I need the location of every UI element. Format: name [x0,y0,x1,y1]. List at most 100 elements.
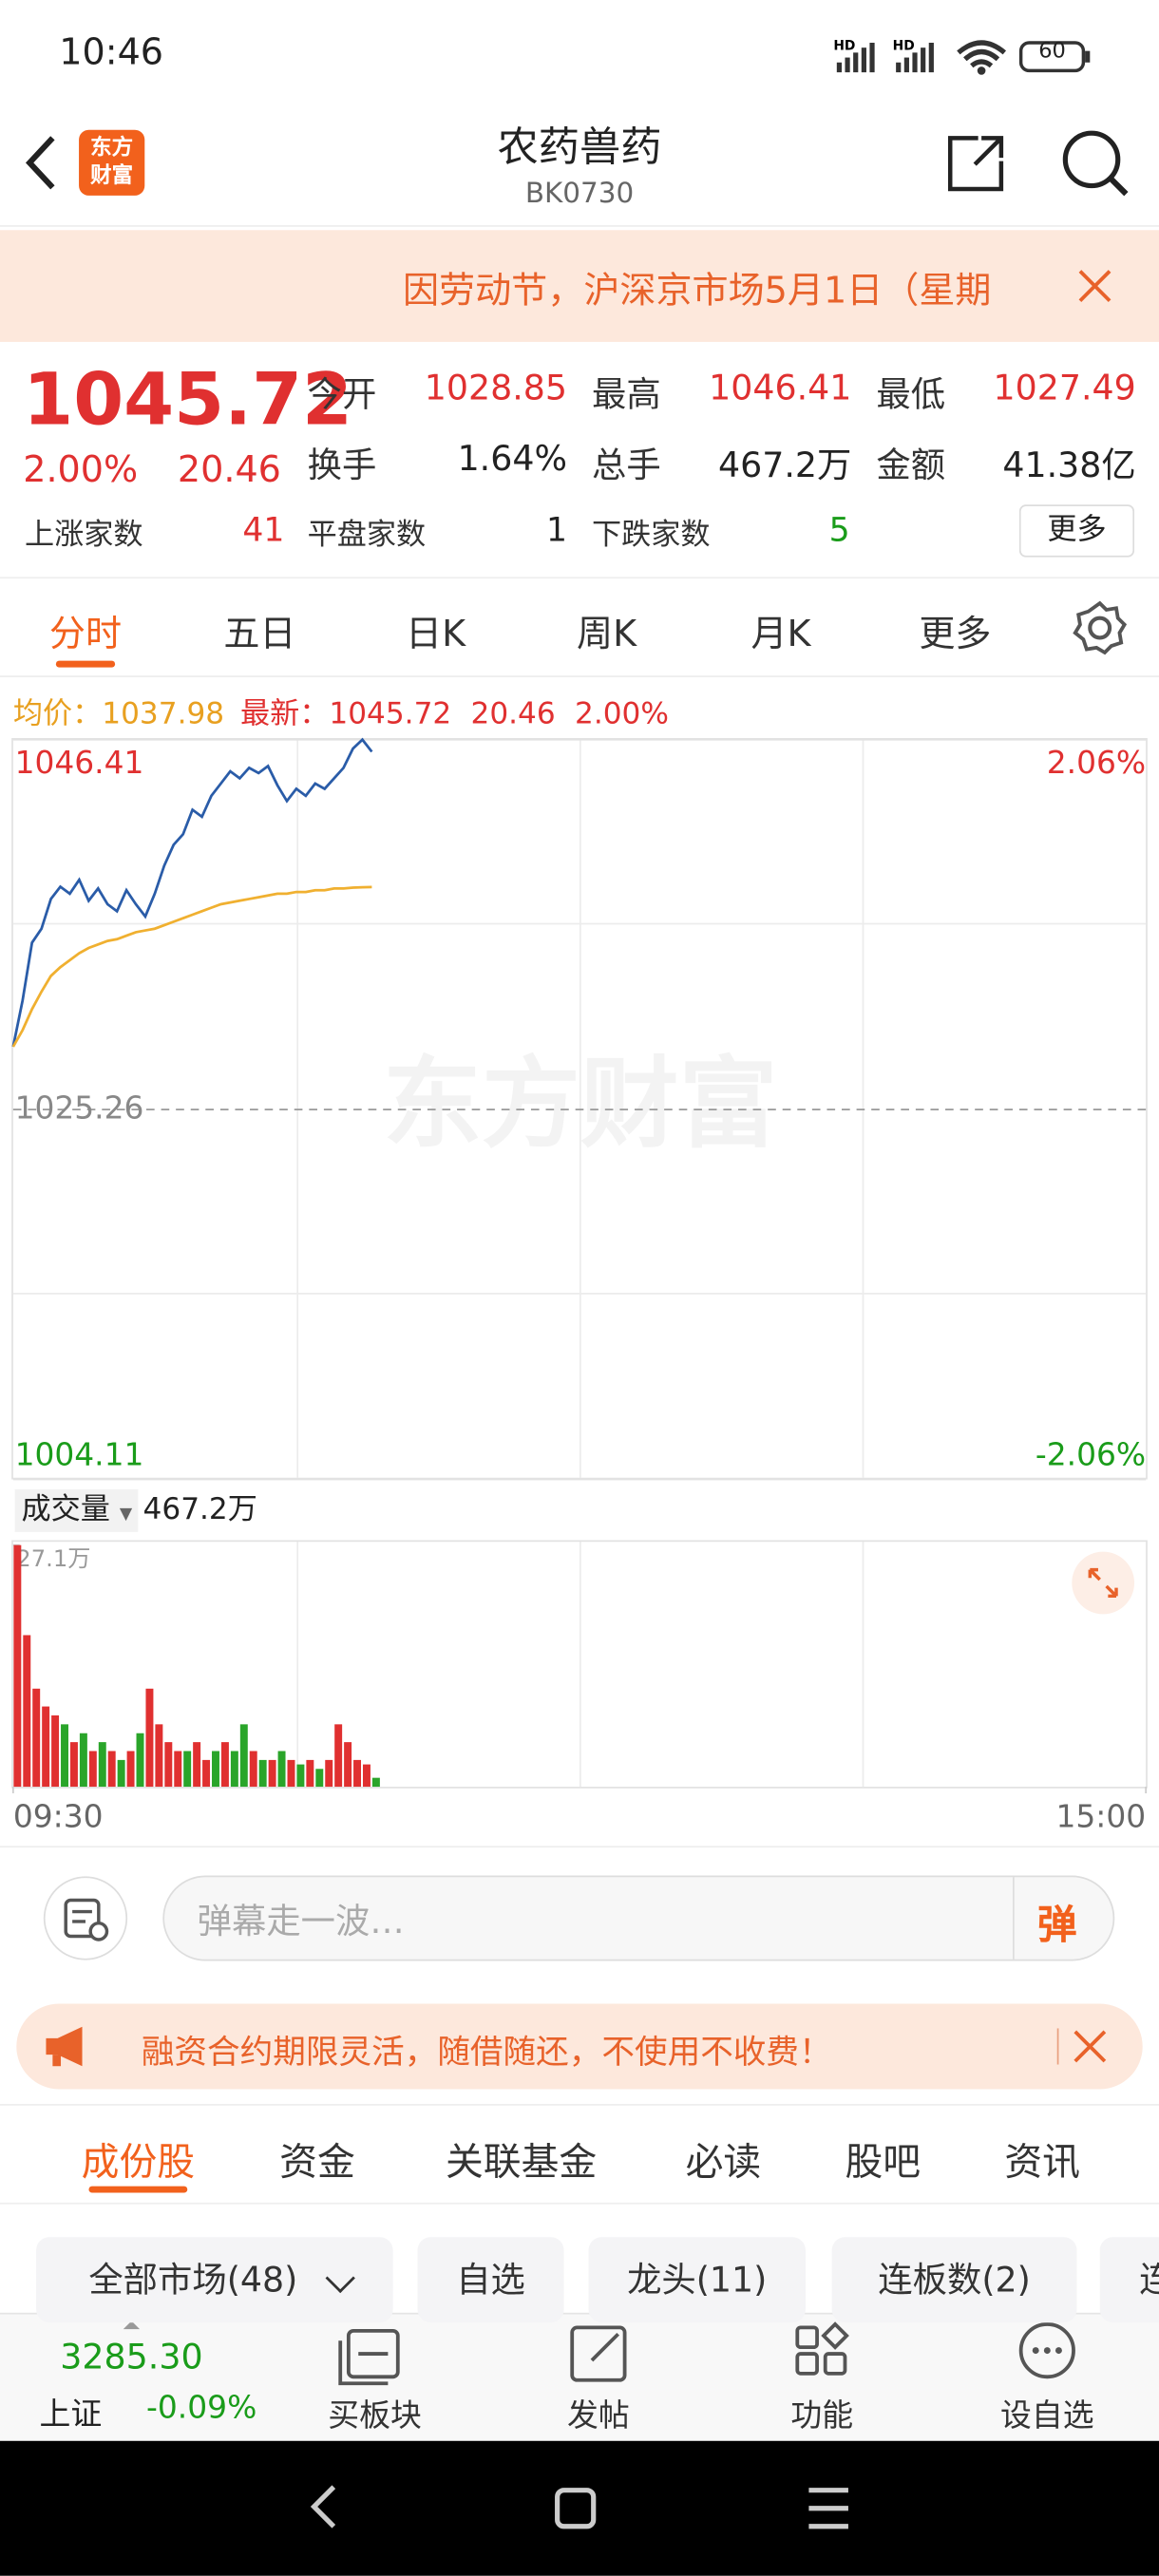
price-line [11,737,373,1048]
volume-bar [344,1742,352,1788]
y2-tick-label: 2.06% [1047,744,1146,781]
volume-bar [220,1742,229,1788]
breadth-label: 下跌家数 [591,518,711,553]
more-button[interactable]: 更多 [1018,504,1135,558]
breadth-label: 平盘家数 [307,518,427,553]
status-icons: HD HD [833,38,1091,75]
danmaku-send[interactable]: 弹 [1036,1902,1077,1948]
logo-line: 财富 [90,164,134,190]
nav-item[interactable]: 设自选 [999,2397,1094,2434]
chart-tab[interactable]: 分时 [48,615,123,656]
share-button[interactable] [945,131,1008,194]
y-tick-label: 1004.11 [15,1436,144,1473]
expand-button[interactable] [1071,1550,1136,1616]
y-tick-label: 27.1万 [16,1545,90,1572]
volume-bar [268,1759,276,1788]
app-logo: 东方 财富 [79,129,145,196]
nav-icons [338,2321,1075,2386]
y2-tick-label: -2.06% [1036,1436,1146,1473]
section-tab[interactable]: 股吧 [845,2141,922,2185]
section-tab[interactable]: 资讯 [1004,2141,1080,2185]
volume-label: 成交量 [21,1492,110,1527]
divider [0,2104,1159,2106]
breadth-label: 上涨家数 [24,518,143,553]
search-button[interactable] [1058,126,1130,199]
danmaku-settings[interactable] [43,1876,128,1961]
danmaku-placeholder: 弹幕走一波… [197,1902,405,1941]
danmaku-input[interactable] [162,1875,1115,1961]
divider [1056,2028,1059,2065]
breadth-value: 1 [545,509,568,549]
bottom-nav [0,2312,1159,2443]
volume-bar [136,1733,144,1788]
nav-item[interactable]: 功能 [790,2397,854,2434]
chart-tab[interactable]: 周K [577,615,637,656]
change-pct: 2.00% [23,450,139,492]
field-label: 今开 [307,374,377,415]
volume-bar [325,1759,333,1788]
section-tab[interactable]: 成份股 [81,2141,196,2185]
notice-close[interactable] [1076,268,1112,304]
filter-chip[interactable]: 龙头(11) [588,2237,806,2323]
filter-label: 全部市场(48) [88,2260,298,2300]
volume-bar [79,1733,87,1788]
status-time: 10:46 [59,32,164,74]
chart-tab[interactable]: 更多 [919,615,992,656]
back-button[interactable] [20,131,69,194]
promo-bar[interactable] [16,2003,1143,2090]
field-value: 1.64% [457,439,568,479]
chart-tab[interactable]: 月K [750,615,811,656]
notice-bar [0,230,1159,342]
volume-selector[interactable]: 成交量 ▼ [14,1488,140,1532]
index-change: -0.09% [146,2390,257,2427]
field-label: 换手 [307,445,377,485]
svg-text:HD: HD [833,38,855,53]
filter-chip[interactable]: 连板数(2) [831,2237,1077,2323]
filter-chip[interactable]: 全部市场(48) [36,2237,393,2323]
section-tab[interactable]: 关联基金 [445,2141,598,2185]
promo-close[interactable] [1072,2028,1108,2064]
volume-bar [13,1544,22,1788]
active-tab-underline [55,660,116,668]
system-buttons [310,2485,848,2529]
chart-tab[interactable]: 日K [406,615,466,656]
volume-bar [42,1706,50,1788]
volume-bar [296,1764,305,1788]
section-tab[interactable]: 必读 [685,2141,762,2185]
volume-bar [61,1724,68,1788]
filter-chip[interactable]: 连 [1099,2237,1159,2323]
x-tick-label: 09:30 [13,1797,104,1834]
volume-bar [88,1751,97,1788]
svg-text:HD: HD [893,38,915,53]
latest-label: 最新： [239,696,330,732]
active-section-underline [88,2186,188,2193]
volume-bar [239,1724,248,1788]
info-change: 20.46 [470,696,556,732]
field-label: 最低 [876,374,946,415]
chart-tab[interactable]: 五日 [223,615,296,656]
field-value: 1027.49 [993,368,1136,408]
volume-bar [212,1751,219,1788]
y-tick-label: 1025.26 [15,1089,144,1127]
index-value[interactable]: 3285.30 [60,2337,203,2377]
section-tab[interactable]: 资金 [279,2141,355,2185]
volume-bar [32,1688,41,1788]
filter-label: 龙头(11) [627,2260,768,2300]
nav-item[interactable]: 发帖 [566,2397,630,2434]
filter-chip[interactable]: 自选 [417,2237,564,2323]
volume-bar [306,1759,314,1788]
volume-bar [183,1751,192,1788]
volume-bar [155,1724,163,1788]
filter-label: 连板数(2) [878,2260,1031,2300]
promo-icon [46,2026,83,2067]
watermark: 东方财富 [383,1048,777,1162]
avg-price: 1037.98 [102,696,225,732]
nav-item[interactable]: 买板块 [328,2397,422,2434]
filter-label: 连 [1139,2260,1159,2300]
volume-bar [98,1742,106,1788]
settings-button[interactable] [1072,600,1128,656]
avg-label: 均价： [12,696,103,732]
